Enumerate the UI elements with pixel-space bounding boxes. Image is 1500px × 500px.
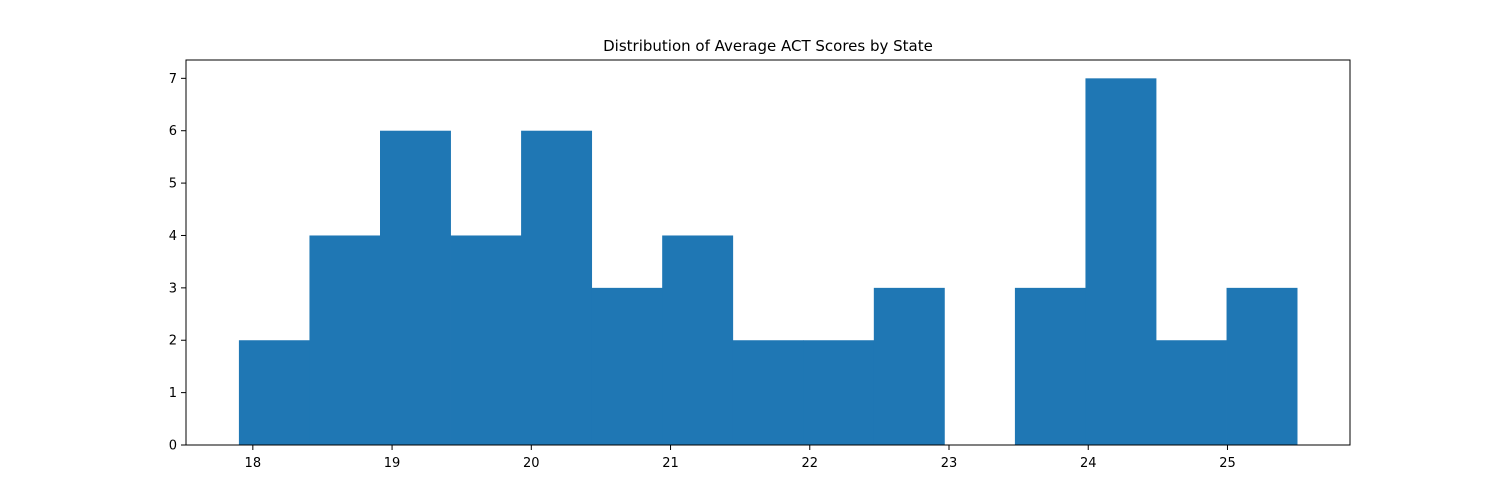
histogram-bar-8 (803, 340, 875, 445)
x-tick-label: 19 (384, 456, 401, 471)
x-tick-label: 20 (523, 456, 540, 471)
histogram-bar-12 (1085, 78, 1157, 445)
x-tick-label: 23 (941, 456, 958, 471)
x-tick-label: 25 (1219, 456, 1236, 471)
histogram-bar-1 (309, 235, 381, 445)
y-tick-label: 3 (169, 281, 177, 296)
y-tick-label: 2 (169, 334, 177, 349)
y-tick-label: 6 (169, 124, 177, 139)
y-tick-label: 4 (169, 229, 177, 244)
histogram-bar-7 (732, 340, 804, 445)
x-tick-label: 21 (662, 456, 679, 471)
histogram-bar-11 (1014, 287, 1086, 445)
y-tick-label: 5 (169, 177, 177, 192)
histogram-bar-5 (591, 287, 663, 445)
histogram-bar-13 (1156, 340, 1227, 445)
chart-title: Distribution of Average ACT Scores by St… (603, 37, 933, 55)
histogram-bar-9 (873, 287, 945, 445)
histogram-bar-2 (379, 130, 451, 445)
histogram-bar-6 (662, 235, 734, 445)
histogram-bar-0 (238, 340, 310, 445)
x-tick-label: 24 (1080, 456, 1097, 471)
histogram-bar-14 (1226, 287, 1298, 445)
y-tick-label: 1 (169, 386, 177, 401)
y-axis-ticks: 0 1 2 3 4 5 6 7 (169, 72, 186, 454)
plot-area-frame (185, 59, 1351, 446)
histogram-bar-3 (450, 235, 522, 445)
histogram-bar-4 (521, 130, 593, 445)
x-tick-label: 18 (245, 456, 262, 471)
x-tick-label: 22 (801, 456, 818, 471)
y-tick-label: 7 (169, 72, 177, 87)
bars-layer (238, 78, 1298, 445)
x-axis-ticks: 18 19 20 21 22 23 24 25 (245, 445, 1236, 471)
y-tick-label: 0 (169, 439, 177, 454)
